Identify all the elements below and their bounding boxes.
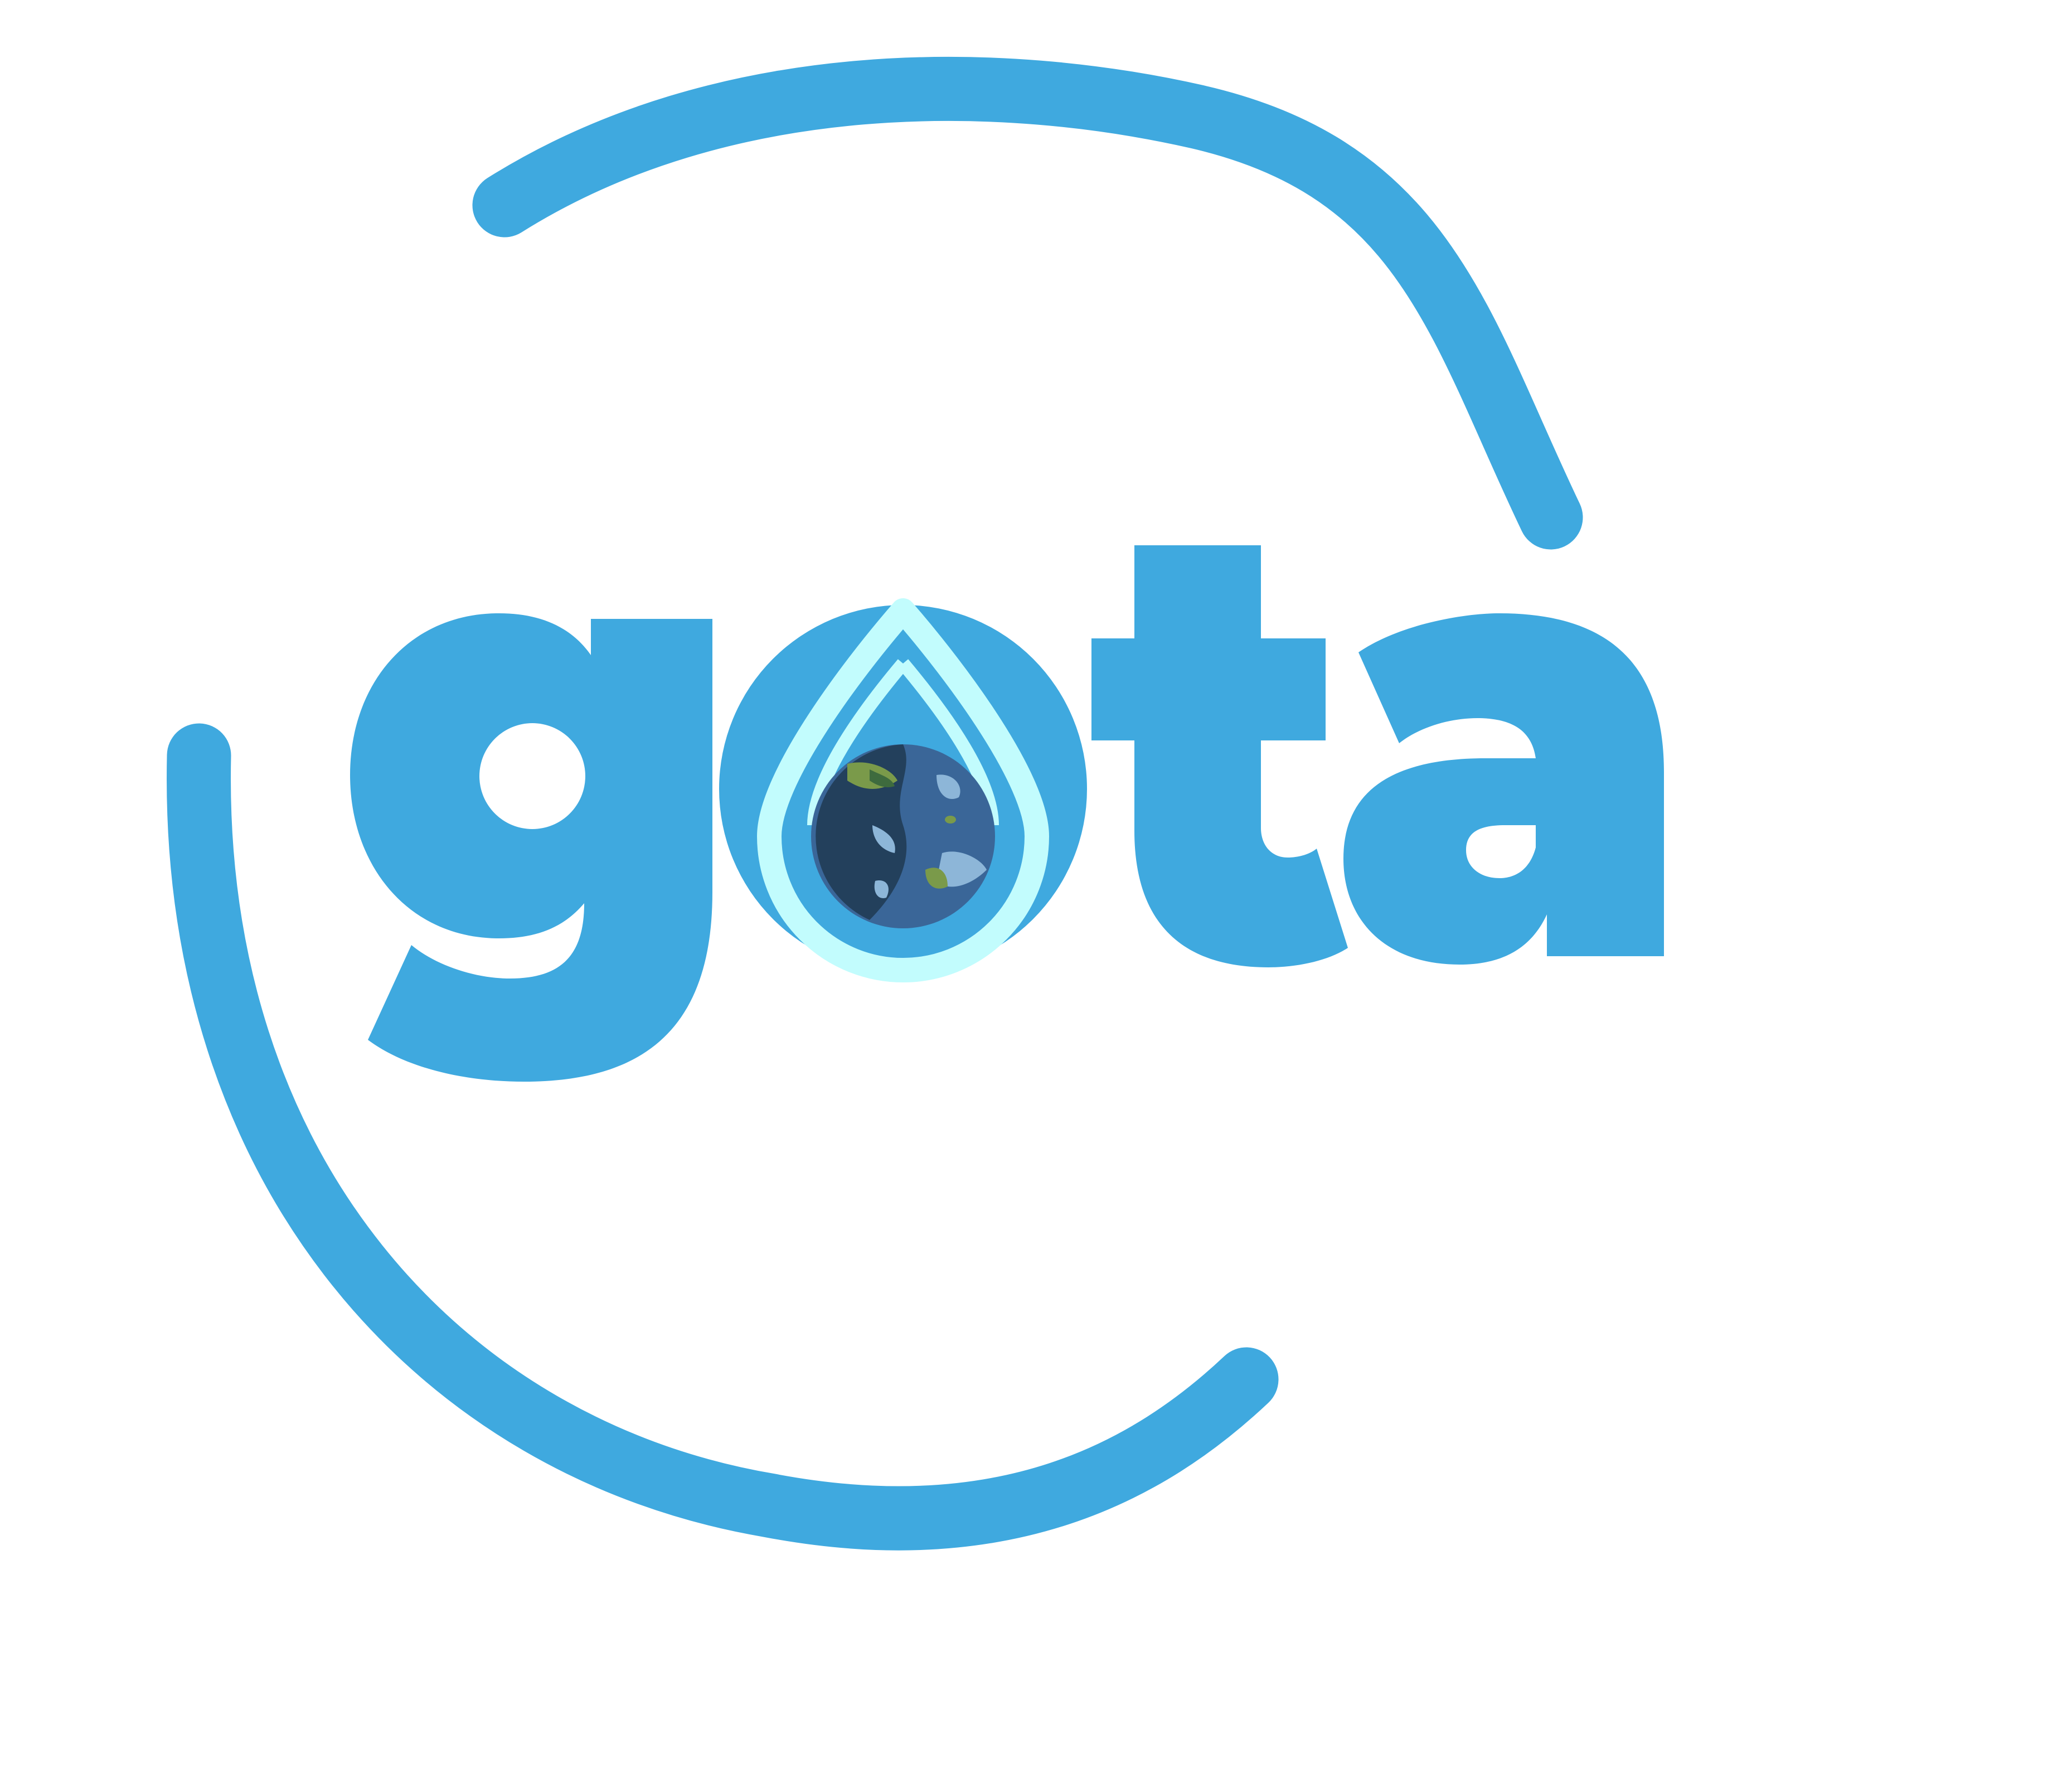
letter-t — [1091, 545, 1348, 967]
letter-a — [1343, 613, 1664, 965]
lower-arc — [167, 723, 1279, 1551]
earth-globe-icon — [811, 744, 995, 928]
upper-arc — [472, 56, 1583, 550]
letter-o-water-drop — [719, 598, 1087, 982]
letter-g — [350, 613, 712, 1082]
circular-arrows-icon — [167, 56, 1583, 1551]
